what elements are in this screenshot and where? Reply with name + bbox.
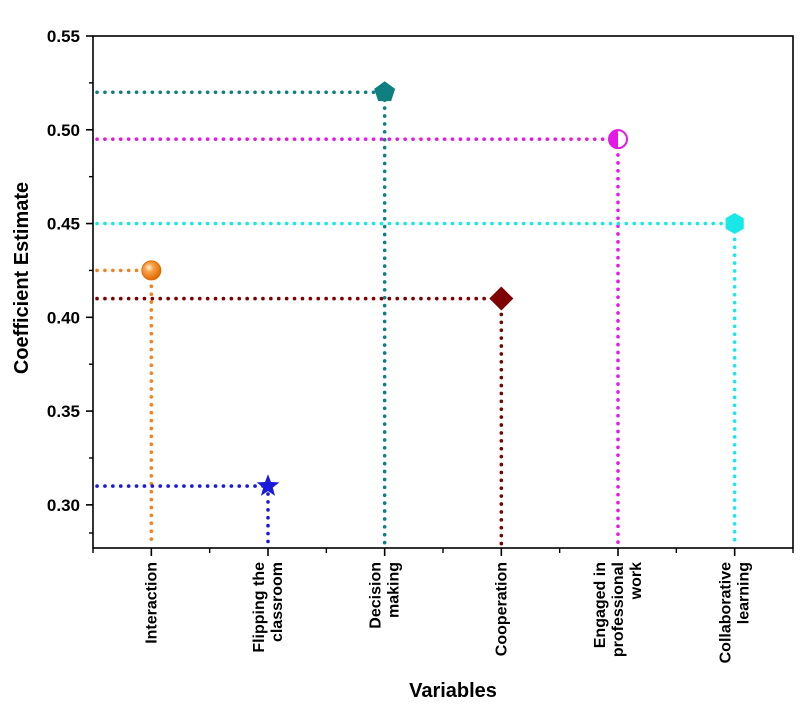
data-point-half-circle xyxy=(608,129,628,150)
x-tick-label-line: Collaborative xyxy=(718,562,735,663)
x-tick-label-line: learning xyxy=(736,562,753,624)
data-point-diamond xyxy=(489,286,514,311)
y-tick-label: 0.40 xyxy=(47,308,80,327)
data-point-pentagon xyxy=(374,81,396,102)
x-tick-label: Collaborative learning xyxy=(718,562,753,663)
x-tick-label: Engaged in professional work xyxy=(592,562,645,657)
plot-frame xyxy=(92,35,794,549)
x-axis-title: Variables xyxy=(409,680,497,702)
labels-layer: 0.30 0.35 0.40 0.45 0.50 0.55 Interaction Flipp… xyxy=(47,27,753,663)
x-tick-label-line: professional xyxy=(610,562,627,657)
x-tick-label-line: work xyxy=(628,562,645,600)
y-tick-label: 0.35 xyxy=(47,402,80,421)
data-point-sphere xyxy=(141,260,162,281)
x-tick-label-line: Decision xyxy=(368,562,385,629)
y-tick-label: 0.30 xyxy=(47,496,80,515)
x-tick-label: Cooperation xyxy=(493,562,510,656)
markers-layer xyxy=(141,81,744,496)
data-point-star xyxy=(256,474,280,496)
x-tick-label: Interaction xyxy=(143,562,160,644)
y-tick-label: 0.50 xyxy=(47,121,80,140)
x-tick-label-line: classroom xyxy=(269,562,286,642)
x-tick-label: Decision making xyxy=(368,562,403,629)
axes-layer xyxy=(86,35,794,556)
y-tick-label: 0.55 xyxy=(47,27,80,46)
y-tick-label: 0.45 xyxy=(47,215,80,234)
x-tick-label: Flipping the classroom xyxy=(251,562,286,653)
y-axis-title: Coefficient Estimate xyxy=(11,182,33,374)
x-tick-label-line: Cooperation xyxy=(493,562,510,656)
x-tick-label-line: making xyxy=(386,562,403,618)
x-tick-label-line: Flipping the xyxy=(251,562,268,653)
data-point-hexagon xyxy=(725,213,744,235)
x-tick-label-line: Engaged in xyxy=(592,562,609,648)
guide-lines-layer xyxy=(95,90,737,548)
x-tick-label-line: Interaction xyxy=(143,562,160,644)
